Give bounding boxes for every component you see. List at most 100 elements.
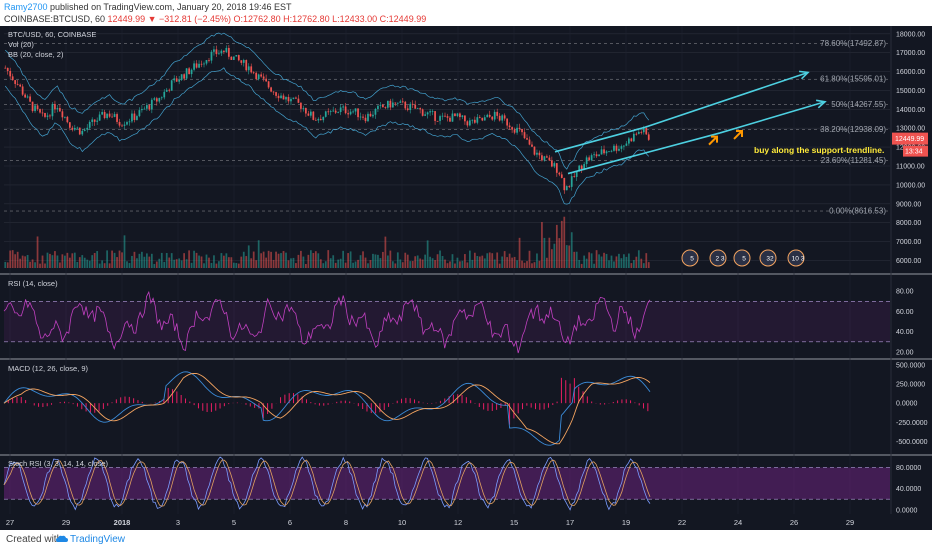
price-tick-label: 16000.00 [896, 69, 925, 76]
volume-bar [610, 255, 613, 268]
candle-body [83, 129, 86, 131]
chart-area[interactable]: 18000.00 17000.00 16000.00 15000.00 14000.00… [0, 26, 932, 530]
time-tick-label: 5 [232, 518, 236, 527]
candle-body [103, 112, 106, 119]
volume-bar [295, 263, 297, 268]
candle-body [185, 68, 188, 79]
candle-body [523, 132, 526, 139]
volume-bar [488, 252, 491, 268]
candle-body [213, 49, 215, 52]
author-link[interactable]: Ramy2700 [4, 2, 48, 12]
volume-bar [647, 262, 650, 268]
tradingview-brand[interactable]: TradingView [70, 534, 126, 545]
volume-bar [9, 250, 12, 268]
volume-bar [357, 259, 359, 268]
projection-arrow-upper-head [798, 70, 810, 80]
volume-bar [19, 258, 22, 268]
volume-bar [565, 245, 568, 268]
volume-bar [232, 262, 235, 268]
candle-body [632, 133, 635, 142]
volume-bar [511, 257, 513, 268]
candle-body [64, 116, 66, 118]
volume-bar [553, 243, 556, 268]
volume-bar [312, 253, 315, 268]
candle-body [550, 160, 553, 167]
candle-body [312, 111, 315, 120]
volume-bar [6, 262, 9, 268]
volume-bar [431, 258, 434, 268]
volume-bar [145, 253, 148, 268]
macd-tick-label: 250.0000 [896, 382, 925, 389]
volume-bar [153, 263, 156, 268]
candle-body [14, 80, 17, 84]
volume-bar [578, 259, 581, 268]
volume-bar [103, 263, 106, 268]
volume-bar [508, 253, 511, 268]
volume-bar [163, 261, 166, 268]
volume-bar [282, 251, 285, 268]
candle-body [173, 78, 176, 81]
volume-bar [637, 250, 640, 268]
candle-body [367, 113, 369, 122]
volume-bar [108, 263, 111, 268]
candle-body [36, 105, 39, 110]
candle-body [324, 111, 327, 117]
candle-body [603, 149, 605, 154]
candle-body [314, 119, 317, 121]
time-tick-label: 8 [344, 518, 348, 527]
volume-bar [434, 260, 436, 268]
volume-bar [173, 259, 176, 268]
volume-bar [160, 252, 163, 268]
symbol-name: COINBASE:BTCUSD, 60 [4, 14, 106, 24]
time-tick-label: 29 [62, 518, 70, 527]
volume-bar [396, 252, 399, 268]
volume-bar [476, 256, 479, 268]
volume-bar [66, 252, 69, 268]
price-tick-label: 8000.00 [896, 220, 921, 227]
volume-bar [471, 259, 474, 268]
volume-bar [364, 257, 367, 268]
volume-bar [468, 250, 471, 268]
price-tick-label: 18000.00 [896, 31, 925, 38]
volume-bar [628, 253, 630, 268]
candle-body [642, 127, 645, 133]
volume-bar [111, 250, 113, 268]
candle-body [309, 111, 312, 116]
candle-body [116, 114, 118, 122]
event-badge [787, 249, 805, 267]
event-badge-label: 32 [766, 256, 774, 263]
candle-body [384, 107, 387, 108]
candle-body [426, 112, 429, 115]
candle-body [19, 84, 22, 87]
candle-body [307, 113, 310, 116]
candle-body [272, 91, 275, 93]
candle-body [285, 97, 287, 100]
candle-body [486, 114, 489, 118]
volume-bar [416, 255, 419, 268]
volume-bar [4, 261, 7, 268]
candle-body [150, 99, 153, 110]
candle-body [4, 67, 7, 69]
candle-body [399, 101, 402, 103]
volume-bar [424, 254, 427, 268]
candle-body [141, 109, 143, 111]
volume-bar [265, 257, 267, 268]
candle-body [439, 116, 441, 121]
volume-bar [324, 261, 327, 268]
volume-bar [642, 263, 645, 268]
candle-body [39, 109, 41, 113]
volume-bar [29, 261, 31, 268]
stoch-tick-label: 0.0000 [896, 507, 918, 514]
publish-text: published on TradingView.com, January 20… [47, 2, 292, 12]
volume-bar [464, 254, 466, 268]
candle-body [101, 112, 104, 115]
tradingview-cloud-icon [56, 535, 68, 542]
candle-body [203, 63, 205, 65]
candle-body [434, 111, 436, 121]
channel-upper-line [554, 126, 646, 153]
volume-bar [285, 252, 287, 268]
volume-bar [593, 263, 595, 268]
volume-bar [632, 260, 635, 268]
event-badge-label: 2 3 [715, 256, 724, 263]
time-tick-label: 6 [288, 518, 292, 527]
